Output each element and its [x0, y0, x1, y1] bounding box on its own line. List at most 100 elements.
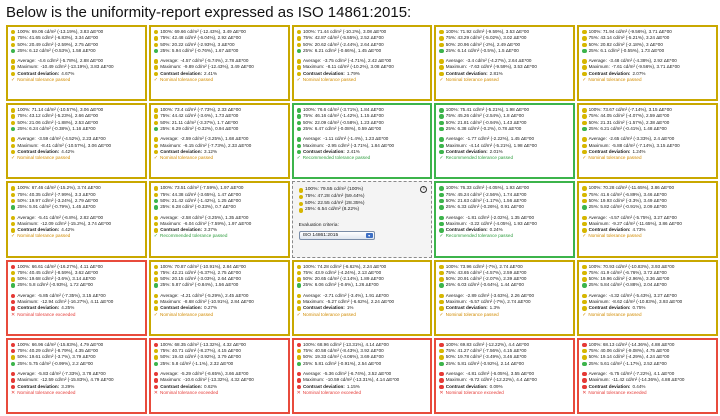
maximum-value: -12.09 cd/m² (-15.2%), 3.74 ΔE*00: [40, 220, 112, 226]
checkmark-icon: ✓: [296, 155, 301, 162]
luminance-line: 50%: 20.96 cd/m² (-2%), 2.49 ΔE*00: [439, 42, 570, 48]
luminance-value: 50%: 22.55 cd/m² (28.35%): [304, 200, 365, 206]
luminance-value: 75%: 42.21 cd/m² (-6.37%), 2.75 ΔE*00: [160, 269, 241, 275]
status-dot-icon: [153, 221, 159, 227]
status-dot-icon: [296, 65, 301, 70]
maximum-line: Maximum: -7.61 cd/m² (-9.56%), 3.71 ΔE*00: [582, 64, 713, 70]
checkmark-icon: ✓: [439, 311, 444, 318]
luminance-value: 25%: 6.21 cd/m² (-0.66%), 1.45 ΔE*00: [302, 47, 382, 53]
luminance-value: 50%: 19.78 cd/m² (-3.49%), 3.46 ΔE*00: [445, 354, 527, 360]
evaluation-criteria-select[interactable]: ISO 14861:2015 ▾: [298, 231, 375, 241]
maximum-line: Maximum: -9.89 cd/m² (-12.43%), 3.49 ΔE*0…: [153, 64, 285, 70]
cross-icon: ✕: [153, 389, 158, 396]
luminance-line: 75%: 43.65 cd/m² (-4.57%), 2.59 ΔE*00: [439, 270, 570, 276]
luminance-value: 25%: 5.87 cd/m² (-0.84%), 1.56 ΔE*00: [160, 282, 239, 288]
uniformity-cell-r2c3: 100%: 76.6 cd/m² (-3.71%), 1.84 ΔE*00 75%…: [291, 103, 433, 180]
status-dot-icon: [439, 143, 444, 149]
average-label: Average:: [445, 58, 465, 64]
contrast-value: 1.15%: [346, 383, 360, 389]
luminance-line: 75%: 40.45 cd/m² (-8.59%), 3.62 ΔE*00: [11, 270, 142, 276]
info-icon[interactable]: i: [420, 186, 428, 194]
status-dot-icon: [582, 48, 587, 54]
luminance-line: 25%: 6.28 cd/m² (-0.33%), 0.7 ΔE*00: [153, 204, 285, 210]
status-dot-icon: [582, 283, 587, 288]
luminance-line: 100%: 73.67 cd/m² (-7.14%), 3.15 ΔE*00: [582, 107, 713, 113]
checkmark-icon: ✓: [582, 155, 587, 162]
luminance-line: 25%: 5.61 cd/m² (-1.17%), 2.52 ΔE*00: [582, 361, 713, 367]
tolerance-status: ✓ Nominal tolerance passed: [582, 233, 713, 239]
checkmark-icon: ✓: [439, 155, 444, 162]
average-line: Average: -2.59 cd/m² (-3.25%), 1.68 ΔE*00: [153, 136, 285, 142]
luminance-value: 50%: 19.93 cd/m² (-3.3%), 3.49 ΔE*00: [588, 197, 667, 203]
status-dot-icon: [582, 59, 587, 64]
status-dot-icon: [439, 361, 444, 367]
status-dot-icon: [11, 378, 16, 383]
status-dot-icon: [582, 42, 587, 47]
luminance-line: 50%: 21.31 cd/m² (-1.57%), 2.38 ΔE*00: [582, 120, 713, 126]
maximum-label: Maximum:: [160, 142, 182, 148]
average-value: -2.58 cd/m² (-3.25%), 1.35 ΔE*00: [180, 214, 249, 220]
luminance-value: 75%: 43.9 cd/m² (-4.24%), 2.13 ΔE*00: [302, 269, 382, 275]
average-line: Average: -5.36 cd/m² (-6.74%), 3.52 ΔE*00: [296, 371, 428, 377]
luminance-line: 100%: 68.96 cd/m² (-13.31%), 4.14 ΔE*00: [296, 342, 428, 348]
luminance-value: 75%: 44.05 cd/m² (-4.07%), 2.59 ΔE*00: [588, 113, 670, 119]
luminance-line: 25%: 5.81 cd/m² (-0.92%), 2.14 ΔE*00: [439, 361, 570, 367]
contrast-line: Contrast deviation: 2.41%: [153, 71, 285, 77]
status-dot-icon: [439, 270, 444, 276]
luminance-value: 100%: 71.94 cd/m² (-9.56%), 3.71 ΔE*00: [588, 29, 672, 34]
tolerance-text: Recommended tolerance passed: [445, 233, 514, 239]
status-dot-icon: [153, 361, 159, 367]
average-line: Average: -4.6 cd/m² (-5.78%), 2.88 ΔE*00: [11, 58, 142, 64]
luminance-value: 25%: 6.12 cd/m² (-0.53%), 1.58 ΔE*00: [17, 47, 96, 53]
contrast-value: 1%: [346, 305, 354, 311]
luminance-value: 25%: 6.24 cd/m² (-0.38%), 1.16 ΔE*00: [17, 126, 96, 132]
luminance-value: 100%: 76.33 cd/m² (-4.05%), 1.93 ΔE*00: [445, 185, 530, 191]
maximum-value: -10.59 cd/m² (-13.31%), 4.14 ΔE*00: [326, 377, 400, 383]
uniformity-cell-r4c5: 100%: 70.93 cd/m² (-10.83%), 3.93 ΔE*00 7…: [577, 259, 718, 336]
average-value: -5.75 cd/m² (-7.22%), 4.1 ΔE*00: [608, 370, 675, 376]
luminance-line: 75%: 40.06 cd/m² (-9.08%), 4.75 ΔE*00: [582, 348, 713, 354]
status-dot-icon: [153, 300, 159, 305]
luminance-line: 75%: 45.26 cd/m² (-2.54%), 1.8 ΔE*00: [439, 113, 570, 119]
luminance-value: 100%: 73.96 cd/m² (-7%), 2.74 ΔE*00: [445, 263, 523, 269]
status-dot-icon: [582, 65, 587, 70]
tolerance-text: Recommended tolerance passed: [302, 155, 371, 161]
luminance-line: 25%: 5.8 cd/m² (-1.1%), 2.32 ΔE*00: [153, 360, 285, 367]
luminance-value: 50%: 20.62 cd/m² (-2.44%), 2.64 ΔE*00: [302, 41, 384, 47]
contrast-line: Contrast deviation: 0.27%: [153, 305, 285, 311]
maximum-line: Maximum: -3.22 cd/m² (-4.05%), 1.93 ΔE*00: [439, 221, 570, 227]
status-dot-icon: [439, 277, 444, 282]
status-dot-icon: [439, 108, 444, 113]
luminance-line: 100%: 71.92 cd/m² (-9.59%), 3.53 ΔE*00: [439, 29, 570, 35]
tolerance-status: ✓ Nominal tolerance passed: [11, 233, 142, 239]
maximum-label: Maximum:: [17, 142, 39, 148]
status-dot-icon: [439, 198, 444, 204]
contrast-value: 4.67%: [61, 70, 75, 76]
maximum-value: -5.88 cd/m² (-7.14%), 3.15 ΔE*00: [611, 142, 680, 148]
contrast-label: Contrast deviation:: [302, 305, 345, 311]
tolerance-status: ✓ Recommended tolerance passed: [297, 155, 428, 161]
luminance-line: 100%: 66.96 cd/m² (-15.83%), 4.79 ΔE*00: [11, 342, 142, 348]
uniformity-cell-r3c4: 100%: 76.33 cd/m² (-4.05%), 1.93 ΔE*00 75…: [434, 181, 576, 258]
status-dot-icon: [296, 342, 301, 348]
maximum-label: Maximum:: [17, 299, 39, 305]
uniformity-cell-r2c4: 100%: 75.41 cd/m² (-5.21%), 1.98 ΔE*00 75…: [434, 103, 576, 180]
luminance-value: 75%: 46.16 cd/m² (-1.42%), 1.15 ΔE*00: [302, 113, 384, 119]
luminance-line: 100%: 69.83 cd/m² (-12.22%), 4.4 ΔE*00: [439, 342, 570, 348]
luminance-value: 25%: 5.8 cd/m² (-1.1%), 2.32 ΔE*00: [160, 360, 234, 366]
average-line: Average: -5.85 cd/m² (-7.35%), 3.15 ΔE*00: [11, 293, 142, 299]
luminance-line: 100%: 70.28 cd/m² (-11.65%), 3.86 ΔE*00: [582, 185, 713, 191]
maximum-line: Maximum: -4.14 cd/m² (-5.21%), 1.98 ΔE*00: [439, 143, 570, 149]
checkmark-icon: ✓: [296, 311, 301, 318]
contrast-value: 4.73%: [632, 227, 646, 233]
luminance-value: 50%: 22.09 cd/m² (-0.58%), 1.23 ΔE*00: [302, 119, 384, 125]
contrast-value: 3.29%: [61, 383, 75, 389]
cross-icon: ✕: [439, 389, 444, 396]
average-value: -2.65 cd/m² (-3.33%), 2.4 ΔE*00: [608, 136, 675, 142]
luminance-line: 75%: 42.21 cd/m² (-6.37%), 2.75 ΔE*00: [153, 269, 285, 276]
status-dot-icon: [296, 114, 301, 119]
status-dot-icon: [439, 42, 444, 47]
status-dot-icon: [153, 306, 159, 311]
tolerance-status: ✓ Nominal tolerance passed: [154, 312, 285, 318]
luminance-line: 50%: 19.96 cd/m² (-2.96%), 3.36 ΔE*00: [582, 276, 713, 282]
